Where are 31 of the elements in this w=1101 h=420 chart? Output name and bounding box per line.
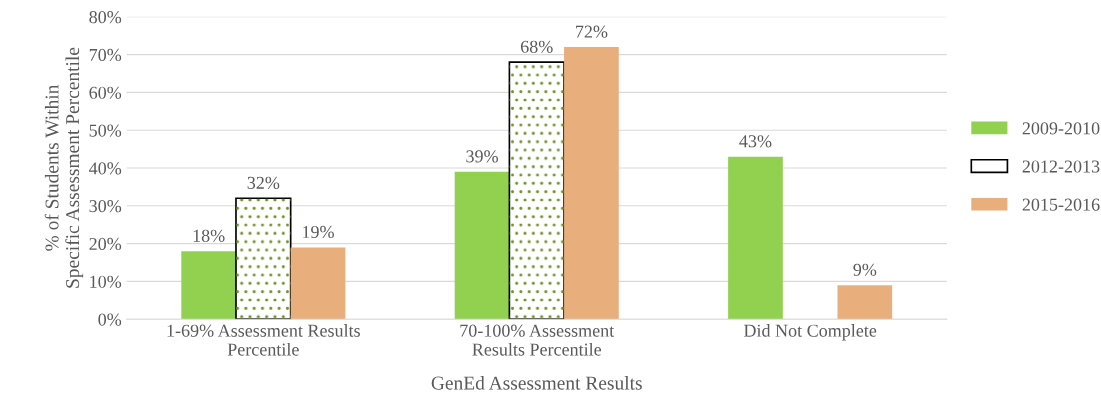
data-label: 43% (739, 135, 772, 148)
bar (454, 171, 510, 320)
data-label: 9% (853, 263, 877, 276)
bar (290, 247, 346, 320)
x-tick-label: 1-69% Assessment Results Percentile (167, 324, 360, 356)
x-axis-title: GenEd Assessment Results (431, 375, 642, 390)
y-tick-label: 40% (89, 162, 122, 175)
data-label: 39% (466, 150, 498, 163)
data-label: 68% (520, 40, 553, 53)
data-label: 32% (247, 176, 280, 189)
y-axis-title: % of Students Within Specific Assessment Percentile (44, 47, 84, 288)
data-label: 18% (193, 229, 225, 242)
y-tick-label: 80% (89, 11, 122, 24)
y-tick-label: 30% (89, 200, 122, 213)
x-tick-label: Did Not Complete (743, 324, 877, 341)
x-tick-label: 70-100% Assessment Results Percentile (460, 324, 615, 356)
y-tick-label: 50% (89, 124, 122, 137)
bar (181, 251, 236, 320)
bar (564, 47, 619, 320)
y-tick-label: 20% (89, 237, 122, 251)
legend-label: 2015-2016 (1022, 198, 1100, 211)
legend-label: 2012-2013 (1022, 160, 1100, 173)
y-tick-label: 10% (90, 275, 122, 288)
legend-label: 2009-2010 (1022, 122, 1100, 135)
bar (728, 156, 783, 320)
y-tick-label: 60% (89, 86, 122, 99)
y-tick-label: 70% (89, 48, 122, 62)
y-tick-label: 0% (98, 313, 122, 326)
data-label: 19% (303, 225, 334, 239)
bar (837, 285, 893, 320)
data-label: 72% (576, 25, 608, 38)
